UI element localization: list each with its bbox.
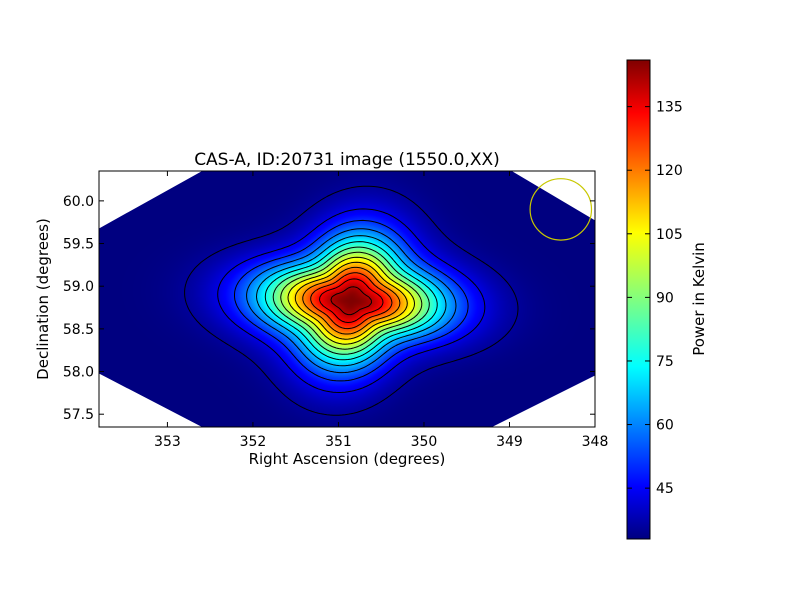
contour-line-9: [294, 261, 408, 340]
x-tick-label: 348: [582, 434, 609, 450]
contour-line-5: [264, 241, 438, 361]
contour-line-2: [234, 219, 469, 382]
colorbar-tick-label: 105: [656, 227, 683, 243]
y-axis-label: Declination (degrees): [34, 218, 52, 380]
contour-line-3: [246, 228, 457, 374]
colorbar-tick-label: 135: [656, 100, 683, 116]
y-axis-ticks: 57.5 58.0 58.5 59.0 59.5 60.0: [63, 194, 595, 423]
plot-area: [98, 170, 596, 428]
contour-line-1: [217, 208, 486, 393]
y-tick-label: 59.5: [63, 237, 94, 253]
plot-frame: [98, 170, 596, 428]
y-tick-label: 58.5: [63, 322, 94, 338]
y-tick-label: 58.0: [63, 365, 94, 381]
colorbar-tick-label: 90: [656, 290, 674, 306]
contour-line-4: [256, 235, 447, 367]
colorbar-tick-label: 120: [656, 163, 683, 179]
x-axis-label: Right Ascension (degrees): [249, 450, 446, 468]
x-tick-label: 353: [154, 434, 181, 450]
contour-line-0: [184, 185, 519, 416]
colorbar-ticks: 45 60 75 90 105 120 135: [627, 100, 683, 497]
colorbar-label: Power in Kelvin: [690, 242, 708, 356]
contour-line-10: [302, 266, 401, 335]
y-tick-label: 59.0: [63, 279, 94, 295]
colorbar: 45 60 75 90 105 120 135 Power in Kelvin: [626, 59, 708, 540]
contour-line-11: [310, 272, 393, 330]
y-tick-label: 57.5: [63, 407, 94, 423]
x-tick-label: 349: [496, 434, 523, 450]
chart-title: CAS-A, ID:20731 image (1550.0,XX): [194, 150, 500, 170]
intensity-map: [99, 171, 595, 427]
x-axis-ticks: 353 352 351 350 349 348: [154, 171, 608, 450]
x-tick-label: 352: [240, 434, 267, 450]
colorbar-tick-label: 45: [656, 481, 674, 497]
beam-circle: [529, 178, 593, 241]
contour-line-8: [287, 256, 415, 345]
y-tick-label: 60.0: [63, 194, 94, 210]
contour-line-13: [330, 286, 372, 316]
colorbar-tick-label: 60: [656, 418, 674, 434]
x-tick-label: 350: [411, 434, 438, 450]
image-footprint-mask: [99, 171, 595, 427]
contour-line-12: [319, 278, 384, 323]
colorbar-tick-label: 75: [656, 354, 674, 370]
contour-lines: [184, 185, 519, 416]
contour-line-7: [280, 251, 423, 350]
colorbar-gradient: [626, 59, 651, 540]
x-tick-label: 351: [325, 434, 352, 450]
contour-line-6: [272, 246, 430, 355]
